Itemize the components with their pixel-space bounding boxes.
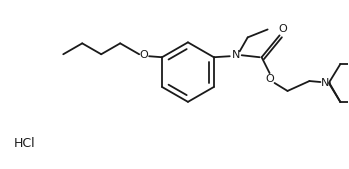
Text: O: O [140,50,149,60]
Text: HCl: HCl [14,137,36,150]
Text: N: N [321,78,329,88]
Text: N: N [231,50,240,60]
Text: O: O [278,25,287,34]
Text: O: O [265,74,274,84]
